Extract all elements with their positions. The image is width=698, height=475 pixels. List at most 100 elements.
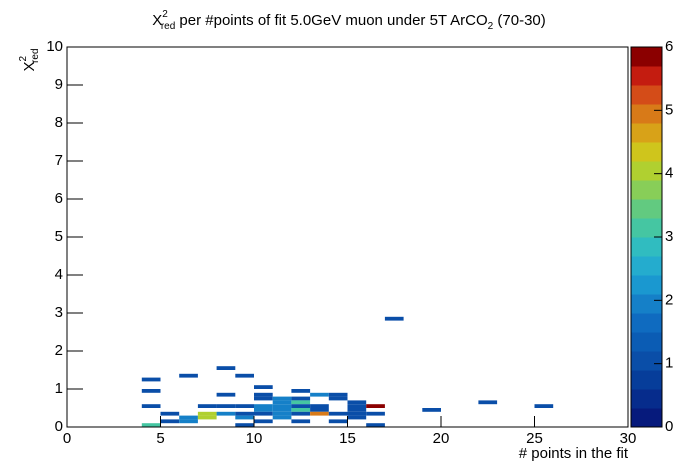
cell bbox=[272, 400, 292, 405]
cell bbox=[254, 392, 273, 397]
title-part: per #points of fit 5.0GeV muon under 5T … bbox=[175, 12, 487, 29]
y-tick-label: 9 bbox=[55, 76, 63, 93]
cell bbox=[235, 415, 254, 420]
y-tick-label: 6 bbox=[55, 190, 63, 207]
colorbar-block bbox=[631, 389, 662, 409]
cell bbox=[291, 419, 311, 424]
cell bbox=[272, 408, 292, 412]
x-tick-label: 5 bbox=[156, 430, 164, 447]
cell bbox=[235, 373, 254, 378]
colorbar-block bbox=[631, 85, 662, 105]
cell bbox=[291, 408, 311, 412]
z-tick-label: 3 bbox=[665, 228, 673, 245]
cell bbox=[235, 423, 254, 427]
cell bbox=[216, 366, 236, 370]
x-tick-label: 30 bbox=[620, 430, 637, 447]
colorbar-block bbox=[631, 218, 662, 238]
cell bbox=[478, 400, 498, 405]
cell bbox=[366, 404, 385, 408]
colorbar-block bbox=[631, 351, 662, 371]
cell bbox=[216, 404, 236, 408]
cell bbox=[272, 411, 292, 416]
cell bbox=[254, 396, 273, 401]
y-tick-label: 2 bbox=[55, 342, 63, 359]
y-tick-label: 0 bbox=[55, 418, 63, 435]
colorbar-block bbox=[631, 161, 662, 181]
colorbar-block bbox=[631, 256, 662, 276]
cell bbox=[254, 419, 273, 424]
cell bbox=[328, 392, 348, 397]
cell bbox=[291, 411, 311, 416]
colorbar-block bbox=[631, 370, 662, 390]
x-axis-label: # points in the fit bbox=[519, 445, 629, 462]
z-tick-label: 6 bbox=[665, 38, 673, 55]
cell bbox=[141, 423, 161, 427]
cell bbox=[216, 392, 236, 397]
z-tick-label: 5 bbox=[665, 101, 673, 118]
cell bbox=[291, 404, 311, 408]
cell bbox=[254, 408, 273, 412]
y-tick-label: 7 bbox=[55, 152, 63, 169]
cell bbox=[197, 415, 217, 420]
z-tick-label: 2 bbox=[665, 291, 673, 308]
colorbar-block bbox=[631, 199, 662, 219]
cell bbox=[366, 423, 385, 427]
cell bbox=[179, 415, 198, 420]
cell bbox=[347, 408, 367, 412]
colorbar-block bbox=[631, 275, 662, 295]
x-tick-label: 20 bbox=[433, 430, 450, 447]
cell bbox=[179, 373, 198, 378]
x-tick-label: 0 bbox=[63, 430, 71, 447]
cell bbox=[291, 396, 311, 401]
colorbar-block bbox=[631, 142, 662, 162]
colorbar-block bbox=[631, 313, 662, 333]
title-part: 2 bbox=[488, 21, 494, 32]
cell bbox=[310, 404, 329, 408]
y-label-part: red bbox=[30, 48, 41, 62]
title-part: 2 bbox=[162, 9, 168, 20]
y-tick-label: 8 bbox=[55, 114, 63, 131]
y-tick-label: 1 bbox=[55, 380, 63, 397]
cell bbox=[291, 389, 311, 393]
y-axis-label: X2red bbox=[18, 48, 41, 71]
colorbar-block bbox=[631, 104, 662, 124]
cell bbox=[254, 385, 273, 389]
cell bbox=[291, 400, 311, 405]
cell bbox=[347, 415, 367, 420]
cell bbox=[347, 404, 367, 408]
title-part: X bbox=[152, 12, 162, 29]
x-tick-label: 25 bbox=[526, 430, 543, 447]
cell bbox=[347, 400, 367, 405]
cell bbox=[235, 404, 254, 408]
cell bbox=[197, 411, 217, 416]
cell bbox=[197, 404, 217, 408]
cell bbox=[272, 415, 292, 420]
cell bbox=[160, 419, 180, 424]
cell bbox=[160, 411, 180, 416]
title-part: red bbox=[161, 21, 175, 32]
cell bbox=[328, 411, 348, 416]
y-tick-label: 3 bbox=[55, 304, 63, 321]
cell bbox=[141, 377, 161, 382]
colorbar-block bbox=[631, 66, 662, 86]
cell bbox=[254, 404, 273, 408]
cell bbox=[328, 419, 348, 424]
colorbar-block bbox=[631, 332, 662, 352]
y-label-part: X bbox=[21, 62, 38, 72]
cell bbox=[384, 316, 404, 321]
z-tick-label: 4 bbox=[665, 165, 673, 182]
cell bbox=[310, 408, 329, 412]
cell bbox=[310, 411, 329, 416]
cell bbox=[254, 411, 273, 416]
y-tick-label: 10 bbox=[46, 38, 63, 55]
chart-title: X2 red per #points of fit 5.0GeV muon und… bbox=[152, 9, 546, 32]
z-tick-label: 1 bbox=[665, 355, 673, 372]
cell bbox=[347, 411, 367, 416]
cell bbox=[366, 411, 385, 416]
cell bbox=[328, 396, 348, 401]
colorbar-block bbox=[631, 294, 662, 314]
colorbar-block bbox=[631, 47, 662, 67]
cell bbox=[216, 411, 236, 416]
